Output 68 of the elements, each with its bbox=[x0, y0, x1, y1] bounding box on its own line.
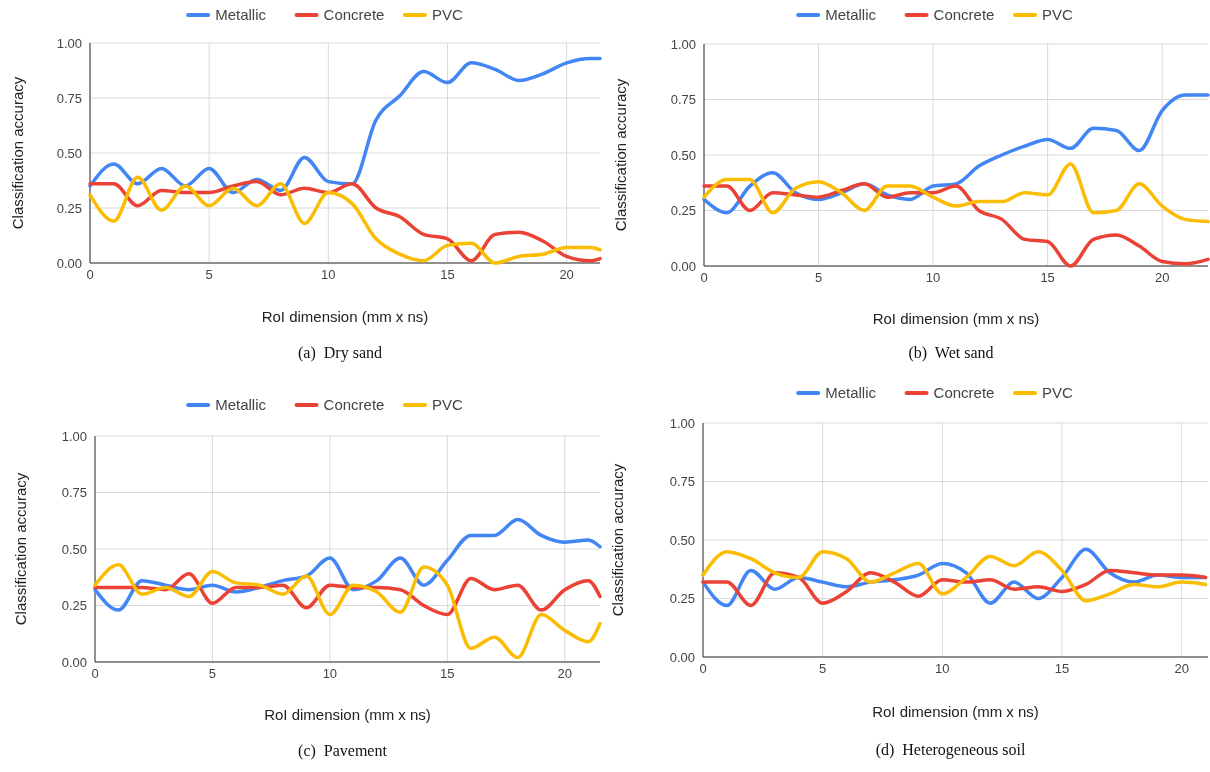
legend-label: PVC bbox=[1041, 384, 1073, 402]
y-tick-label: 0.25 bbox=[670, 203, 696, 219]
y-tick-label: 0.00 bbox=[61, 654, 87, 670]
x-tick-label: 20 bbox=[559, 267, 574, 282]
x-axis-title: RoI dimension (mm x ns) bbox=[872, 703, 1039, 720]
y-tick-label: 0.50 bbox=[669, 532, 695, 548]
x-tick-label: 15 bbox=[1054, 661, 1070, 676]
x-tick-label: 10 bbox=[935, 661, 950, 676]
x-axis-title: RoI dimension (mm x ns) bbox=[261, 308, 429, 325]
legend-label: Metallic bbox=[215, 396, 267, 414]
x-tick-label: 0 bbox=[86, 267, 94, 282]
x-axis-title: RoI dimension (mm x ns) bbox=[264, 706, 431, 723]
x-tick-label: 15 bbox=[440, 267, 455, 282]
legend-label: Metallic bbox=[215, 6, 267, 24]
y-axis-title: Classification accuracy bbox=[612, 78, 629, 232]
y-tick-label: 0.75 bbox=[669, 474, 695, 490]
x-tick-label: 10 bbox=[925, 270, 941, 285]
y-tick-label: 1.00 bbox=[61, 428, 87, 444]
y-tick-label: 1.00 bbox=[669, 415, 695, 431]
y-tick-label: 0.25 bbox=[669, 591, 695, 607]
y-axis-title: Classification accuracy bbox=[609, 463, 626, 617]
x-axis-title: RoI dimension (mm x ns) bbox=[872, 310, 1040, 327]
y-tick-label: 0.75 bbox=[61, 485, 87, 501]
y-tick-label: 0.50 bbox=[56, 145, 82, 161]
text: (d) Heterogeneous soil bbox=[875, 741, 1026, 759]
y-tick-label: 0.25 bbox=[61, 598, 87, 614]
legend-label: Concrete bbox=[933, 384, 995, 402]
y-tick-label: 0.75 bbox=[670, 92, 696, 108]
x-tick-label: 10 bbox=[322, 666, 338, 681]
x-tick-label: 5 bbox=[208, 666, 217, 681]
x-tick-label: 0 bbox=[91, 666, 99, 681]
x-tick-label: 15 bbox=[440, 666, 455, 681]
line-series bbox=[702, 162, 1210, 224]
x-tick-label: 20 bbox=[557, 666, 572, 681]
line-series bbox=[88, 56, 602, 195]
y-tick-label: 0.00 bbox=[56, 255, 82, 271]
legend-label: Metallic bbox=[825, 384, 877, 402]
y-tick-label: 0.00 bbox=[669, 649, 695, 665]
text: (b) Wet sand bbox=[908, 344, 994, 362]
y-tick-label: 0.50 bbox=[61, 541, 87, 557]
x-tick-label: 0 bbox=[699, 661, 707, 676]
text: (a) Dry sand bbox=[298, 344, 382, 362]
x-tick-label: 10 bbox=[321, 267, 336, 282]
x-tick-label: 5 bbox=[205, 267, 213, 282]
legend-label: Metallic bbox=[825, 6, 877, 24]
x-tick-label: 0 bbox=[700, 270, 708, 285]
legend-label: Concrete bbox=[323, 396, 385, 414]
y-axis-title: Classification accuracy bbox=[12, 472, 29, 626]
x-tick-label: 5 bbox=[814, 270, 823, 285]
x-tick-label: 20 bbox=[1154, 270, 1170, 285]
legend-label: Concrete bbox=[933, 6, 995, 24]
y-axis-title: Classification accuracy bbox=[9, 76, 26, 230]
line-series bbox=[93, 572, 602, 617]
y-tick-label: 0.50 bbox=[670, 147, 696, 163]
y-tick-label: 1.00 bbox=[670, 36, 696, 52]
legend-label: Concrete bbox=[323, 6, 385, 24]
line-series bbox=[701, 568, 1208, 608]
legend-label: PVC bbox=[431, 6, 463, 24]
x-tick-label: 15 bbox=[1040, 270, 1055, 285]
x-tick-label: 20 bbox=[1174, 661, 1189, 676]
x-tick-label: 5 bbox=[819, 661, 827, 676]
y-tick-label: 0.75 bbox=[56, 90, 82, 106]
y-tick-label: 1.00 bbox=[56, 35, 82, 51]
text: (c) Pavement bbox=[298, 742, 388, 760]
legend-label: PVC bbox=[1041, 6, 1073, 24]
y-tick-label: 0.25 bbox=[56, 200, 82, 216]
y-tick-label: 0.00 bbox=[670, 258, 696, 274]
legend-label: PVC bbox=[431, 396, 463, 414]
